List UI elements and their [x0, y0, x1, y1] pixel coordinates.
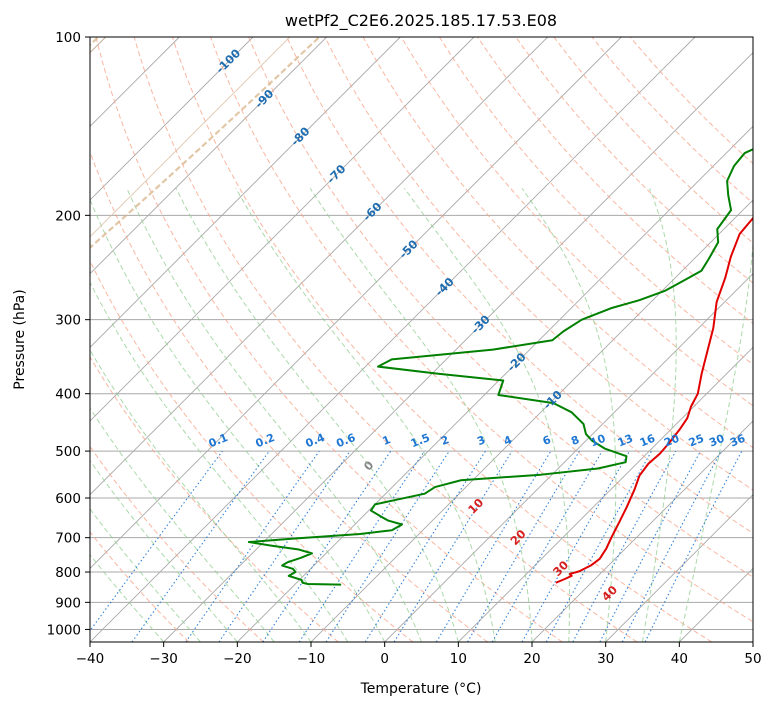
- moist-adiabat: [90, 553, 165, 642]
- y-tick-label: 200: [55, 208, 81, 224]
- plot-frame: [89, 36, 754, 643]
- mixing-ratio-line: [467, 450, 580, 642]
- dewpoint-profile: [247, 148, 753, 586]
- mixing-ratio-line: [393, 450, 513, 642]
- dry-adiabat: [400, 37, 753, 407]
- isotherm-gridline: [458, 346, 753, 642]
- moist-adiabat: [90, 281, 349, 642]
- moist-adiabat: [90, 508, 201, 642]
- isotherm-gridline: [531, 420, 753, 642]
- dry-adiabat: [362, 37, 753, 449]
- mixing-ratio-line: [521, 450, 630, 642]
- y-tick-label: 400: [55, 387, 81, 403]
- isotherm-gridline: [90, 37, 401, 348]
- y-tick-label: 300: [55, 313, 81, 329]
- moist-adiabat: [309, 187, 533, 642]
- x-tick-label: 40: [671, 651, 688, 667]
- isotherm-gridline: [90, 37, 696, 642]
- dry-adiabat: [286, 37, 753, 534]
- dry-adiabat: [439, 37, 753, 366]
- isotherm-gridline: [90, 37, 254, 201]
- y-tick-label: 500: [55, 444, 81, 460]
- mixing-ratio-label: 1: [381, 433, 393, 448]
- mixing-ratio-label: 3: [475, 433, 487, 448]
- mixing-ratio-label: 25: [687, 432, 706, 450]
- isotherm-gridline: [90, 37, 622, 569]
- dry-adiabat: [324, 37, 753, 491]
- mixing-ratio-line: [90, 450, 223, 632]
- mixing-ratio-label: 13: [616, 432, 635, 450]
- moist-adiabat: [235, 187, 496, 642]
- mixing-ratio-line: [218, 450, 351, 642]
- mixing-ratio-line: [491, 450, 603, 642]
- dry-adiabat: [90, 150, 488, 642]
- mixing-ratio-label: 20: [662, 432, 681, 450]
- moist-adiabat: [175, 188, 459, 642]
- temperature-profile: [555, 216, 753, 584]
- mixing-ratio-label: 36: [728, 432, 747, 450]
- reference-line: [90, 37, 291, 238]
- moist-adiabat: [521, 187, 617, 642]
- dry-adiabat: [477, 37, 753, 325]
- y-tick-label: 800: [55, 565, 81, 581]
- mixing-ratio-line: [572, 450, 677, 642]
- isotherm-gridline: [90, 37, 548, 496]
- dry-adiabat: [133, 37, 638, 642]
- x-tick-label: 50: [744, 651, 761, 667]
- y-tick-label: 600: [55, 491, 81, 507]
- mixing-ratio-label: 10: [588, 432, 607, 450]
- moist-adiabat: [642, 188, 677, 642]
- mixing-ratio-line: [185, 450, 320, 642]
- dry-adiabat: [171, 37, 712, 642]
- x-tick-label: −20: [223, 651, 252, 667]
- x-axis-label: Temperature (°C): [360, 681, 482, 697]
- isotherm-gridline: [90, 37, 475, 422]
- x-tick-label: −10: [297, 651, 326, 667]
- mixing-ratio-line: [364, 450, 486, 642]
- dry-adiabat: [90, 531, 190, 642]
- y-tick-label: 1000: [47, 622, 81, 638]
- dry-adiabat: [248, 37, 753, 578]
- y-tick-label: 700: [55, 531, 81, 547]
- moist-adiabat: [126, 188, 422, 642]
- mixing-ratio-label: 8: [569, 433, 581, 448]
- mixing-ratio-line: [131, 450, 270, 642]
- x-tick-label: −30: [149, 651, 178, 667]
- moist-adiabat: [90, 459, 238, 642]
- moist-adiabat: [90, 198, 386, 642]
- dry-adiabat: [95, 37, 563, 642]
- mixing-ratio-label: 2: [439, 433, 451, 448]
- x-tick-label: 10: [450, 651, 467, 667]
- y-tick-label: 100: [55, 30, 81, 46]
- isotherm-gridline: [90, 37, 327, 275]
- dry-adiabat: [90, 259, 414, 642]
- x-tick-label: 20: [523, 651, 540, 667]
- moist-adiabat: [678, 238, 753, 642]
- dry-adiabat: [210, 37, 753, 623]
- y-tick-label: 900: [55, 595, 81, 611]
- ice-saturation-curve: [90, 37, 321, 250]
- x-tick-label: 30: [597, 651, 614, 667]
- moist-adiabat: [90, 349, 312, 642]
- mixing-ratio-line: [435, 450, 552, 642]
- isotherm-gridline: [237, 125, 753, 642]
- x-tick-label: 0: [380, 651, 389, 667]
- isotherm-gridline: [605, 494, 753, 642]
- plot-area: [90, 37, 753, 642]
- moist-adiabat: [90, 407, 275, 642]
- mixing-ratio-line: [325, 450, 450, 642]
- dry-adiabat: [553, 37, 753, 244]
- y-axis-label: Pressure (hPa): [12, 289, 28, 389]
- moist-adiabat: [403, 187, 570, 642]
- mixing-ratio-label: 16: [638, 432, 657, 450]
- isotherm-gridline: [384, 273, 753, 642]
- chart-title: wetPf2_C2E6.2025.185.17.53.E08: [285, 11, 557, 31]
- axes: −40 −30 −20 −10 0 10 20 30 40 50 1000 900 800 700 600 5…: [47, 30, 762, 667]
- mixing-ratio-label: 30: [707, 432, 726, 450]
- dry-adiabat: [591, 37, 753, 204]
- mixing-ratio-line: [545, 450, 653, 642]
- x-tick-label: −40: [76, 651, 105, 667]
